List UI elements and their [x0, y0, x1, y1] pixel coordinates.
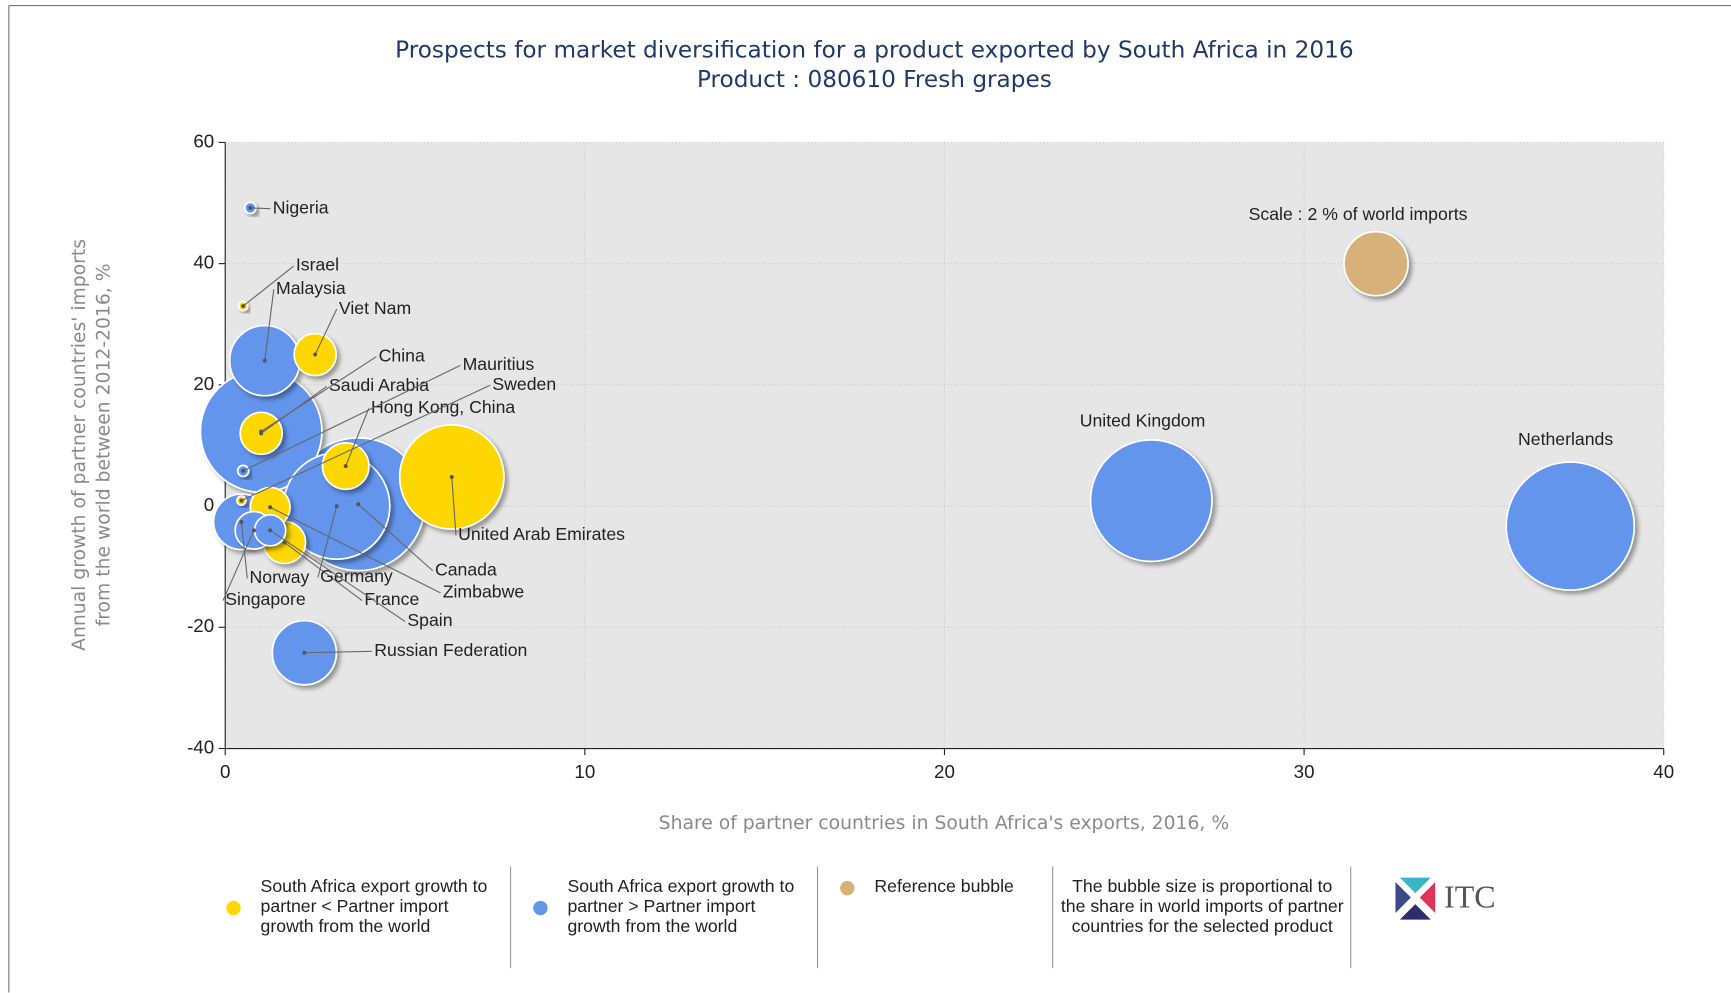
leader-line: [345, 408, 370, 467]
center-dot: [262, 358, 267, 363]
leader-line: [222, 530, 255, 601]
center-dot: [449, 474, 454, 479]
center-dot: [239, 519, 244, 524]
bubble-label: Norway: [250, 567, 310, 587]
center-dot: [239, 498, 244, 503]
center-dot: [268, 528, 273, 533]
bubble: [1089, 439, 1213, 563]
chart-subtitle: Product : 080610 Fresh grapes: [697, 66, 1052, 93]
bubble-label: Mauritius: [463, 354, 535, 374]
leader-line: [269, 529, 406, 623]
legend-divider: [1052, 866, 1054, 969]
leader-line: [451, 476, 457, 536]
x-tick-label: 20: [934, 761, 955, 782]
center-dot: [282, 540, 287, 545]
chart-title: Prospects for market diversification for…: [395, 36, 1353, 63]
y-tick-label: -20: [187, 615, 214, 636]
bubble-label: Viet Nam: [339, 298, 411, 318]
x-tick-label: 0: [220, 761, 230, 782]
logo-text: ITC: [1444, 879, 1496, 916]
bubble-label: United Arab Emirates: [458, 524, 625, 544]
leader-line: [264, 289, 275, 361]
bubble-label: Scale : 2 % of world imports: [1249, 204, 1468, 224]
center-dot: [343, 464, 348, 469]
size-note: The bubble size is proportional to the s…: [1060, 877, 1344, 937]
center-dot: [259, 429, 264, 434]
logo-icon: [1395, 877, 1436, 920]
leader-line: [241, 384, 491, 502]
y-axis-label: Annual growth of partner countries' impo…: [69, 239, 114, 651]
y-axis-label-line: from the world between 2012-2016, %: [93, 263, 114, 626]
x-tick-label: 10: [574, 761, 595, 782]
leader-line: [242, 364, 461, 472]
bubble-label: Russian Federation: [374, 640, 527, 660]
bubble-label: China: [379, 345, 425, 365]
bubble-label: Malaysia: [276, 278, 346, 298]
legend-divider: [1350, 866, 1352, 969]
legend-label: South Africa export growth to partner < …: [260, 877, 488, 937]
x-tick-label: 40: [1653, 761, 1674, 782]
bubble-label: Israel: [296, 255, 339, 275]
bubble-label: France: [364, 589, 419, 609]
leader-line: [357, 503, 434, 572]
legend-swatch: [533, 900, 548, 916]
leader-line: [250, 207, 271, 210]
legend-divider: [510, 866, 512, 969]
bubble-label: Canada: [435, 559, 497, 579]
bubble-label: Singapore: [225, 589, 306, 609]
center-dot: [268, 505, 273, 510]
leader-line: [240, 521, 248, 579]
center-dot: [334, 504, 339, 509]
legend-label: South Africa export growth to partner > …: [567, 877, 795, 937]
legend-swatch: [226, 900, 241, 916]
leader-line: [284, 541, 363, 602]
bubble-label: United Kingdom: [1080, 410, 1206, 430]
y-tick-label: -40: [187, 736, 214, 757]
leader-line: [260, 356, 377, 432]
legend-label: Reference bubble: [874, 877, 1014, 897]
bubble-label: Nigeria: [273, 197, 329, 217]
bubble-label: Germany: [320, 566, 393, 586]
center-dot: [313, 352, 318, 357]
bubble-label: Saudi Arabia: [329, 375, 429, 395]
x-axis-label: Share of partner countries in South Afri…: [659, 813, 1229, 834]
y-tick-label: 40: [193, 252, 214, 273]
center-dot: [248, 205, 253, 210]
center-dot: [251, 528, 256, 533]
bubble: [1505, 461, 1636, 591]
leader-line: [314, 308, 338, 355]
y-tick-label: 60: [193, 130, 214, 151]
center-dot: [241, 304, 246, 309]
y-tick-label: 20: [193, 373, 214, 394]
bubble-label: Spain: [407, 610, 452, 630]
leader-line: [304, 650, 373, 654]
center-dot: [241, 468, 246, 473]
leader-line: [269, 506, 441, 594]
legend-divider: [816, 866, 819, 969]
leader-line: [317, 505, 338, 578]
bubble-label: Netherlands: [1518, 429, 1613, 449]
x-tick-label: 30: [1294, 761, 1315, 782]
center-dot: [302, 650, 307, 655]
leader-line: [242, 265, 295, 307]
y-axis-label-line: Annual growth of partner countries' impo…: [69, 239, 90, 651]
center-dot: [356, 502, 361, 507]
bubble-label: Zimbabwe: [443, 582, 525, 602]
y-tick-label: 0: [204, 494, 214, 515]
bubble: [1343, 230, 1409, 297]
bubble-label: Sweden: [492, 374, 556, 394]
legend-swatch: [840, 880, 855, 896]
